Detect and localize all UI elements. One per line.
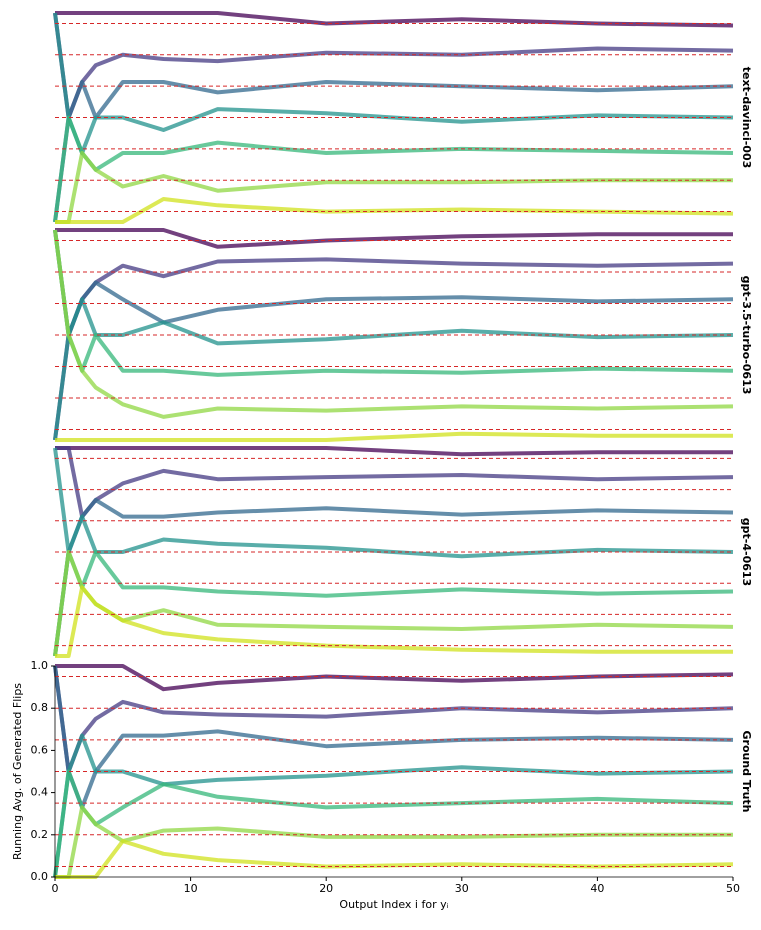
- panel-label: Ground Truth: [740, 730, 753, 812]
- running-average-line: [53, 550, 734, 657]
- x-tick-label: 50: [726, 882, 740, 895]
- running-average-line: [53, 80, 734, 223]
- y-tick-label: 0.0: [31, 870, 49, 883]
- y-axis-label: Running Avg. of Generated Flips: [11, 683, 24, 860]
- x-tick-label: 10: [184, 882, 198, 895]
- x-axis-label: Output Index i for yᵢ: [339, 898, 448, 911]
- y-tick-label: 1.0: [31, 659, 49, 672]
- running-average-line: [53, 115, 734, 223]
- panel: [53, 446, 734, 658]
- y-tick-label: 0.8: [31, 701, 49, 714]
- running-average-line: [55, 228, 733, 249]
- running-average-line: [55, 11, 734, 28]
- running-average-line: [53, 550, 734, 657]
- x-tick-label: 0: [52, 882, 59, 895]
- running-average-line: [55, 151, 733, 224]
- running-average-line: [53, 769, 734, 878]
- running-average-line: [55, 446, 734, 519]
- running-average-line: [53, 665, 734, 774]
- running-average-line: [53, 447, 734, 559]
- x-tick-label: 40: [590, 882, 604, 895]
- running-average-line: [53, 229, 734, 419]
- running-average-line: [53, 297, 734, 441]
- running-average-line: [55, 446, 733, 457]
- y-tick-label: 0.6: [31, 743, 49, 756]
- running-average-line: [53, 12, 734, 120]
- panel-label: text-davinci-003: [740, 67, 753, 169]
- running-average-line: [55, 805, 733, 879]
- panel: [53, 11, 734, 224]
- running-average-line: [55, 197, 734, 224]
- y-tick-label: 0.2: [31, 828, 49, 841]
- y-tick-label: 0.4: [31, 786, 49, 799]
- running-average-line: [53, 229, 734, 337]
- panel: [53, 228, 734, 442]
- x-tick-label: 30: [455, 882, 469, 895]
- running-average-line: [55, 664, 734, 692]
- panel-label: gpt-4-0613: [740, 518, 753, 586]
- running-average-line: [55, 585, 733, 658]
- running-average-line: [55, 839, 734, 879]
- panel: [53, 664, 734, 879]
- panel-label: gpt-3.5-turbo-0613: [740, 276, 753, 395]
- running-average-line: [55, 431, 733, 442]
- x-tick-label: 20: [319, 882, 333, 895]
